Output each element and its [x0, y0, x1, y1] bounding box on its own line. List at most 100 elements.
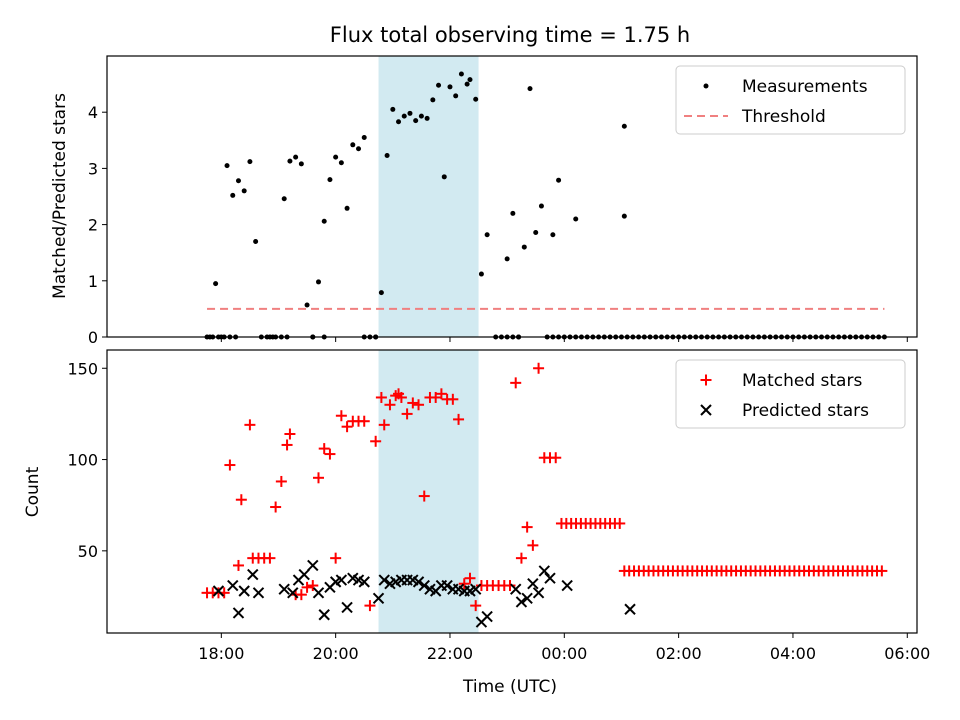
measurement-point	[333, 154, 339, 160]
predicted-star-point	[412, 576, 425, 588]
predicted-star-point	[312, 587, 325, 599]
measurement-point	[247, 159, 253, 165]
matched-star-point	[232, 559, 244, 571]
cross-stroke	[407, 574, 419, 586]
y-tick-label: 2	[88, 216, 98, 235]
cross-stroke	[278, 583, 290, 595]
predicted-star-point	[278, 583, 290, 595]
cross-stroke	[469, 583, 482, 595]
y-tick-label: 100	[67, 451, 98, 470]
predicted-star-point	[238, 585, 250, 597]
matched-star-point	[550, 452, 562, 464]
predicted-star-point	[341, 601, 353, 614]
measurement-point	[436, 82, 442, 88]
measurement-point	[521, 244, 527, 250]
matched-star-point	[330, 552, 342, 564]
measurement-point	[430, 97, 436, 103]
legend-box	[675, 359, 906, 429]
matched-star-point	[435, 388, 447, 400]
measurement-point	[356, 146, 362, 152]
predicted-star-point	[247, 568, 259, 581]
measurement-point	[533, 229, 539, 235]
measurement-point	[478, 271, 484, 277]
matched-star-point	[270, 501, 282, 513]
matched-star-point	[384, 399, 396, 411]
legend-dot-marker	[703, 83, 709, 89]
legend-label: Threshold	[741, 107, 826, 127]
cross-stroke	[298, 568, 310, 581]
matched-star-point	[313, 472, 325, 484]
cross-stroke	[232, 607, 245, 619]
cross-stroke	[287, 587, 299, 599]
cross-stroke	[532, 587, 545, 599]
matched-star-point	[413, 399, 425, 411]
matched-star-point	[335, 410, 347, 422]
predicted-star-point	[335, 574, 348, 586]
cross-stroke	[335, 574, 348, 586]
cross-stroke	[227, 579, 239, 592]
x-tick-label: 22:00	[427, 644, 473, 663]
x-tick-label: 00:00	[541, 644, 587, 663]
matched-star-point	[614, 517, 626, 529]
cross-stroke	[510, 583, 522, 595]
measurement-point	[504, 256, 510, 262]
measurement-point	[321, 218, 327, 224]
legend-label: Matched stars	[742, 371, 862, 391]
predicted-star-point	[515, 596, 528, 608]
predicted-star-point	[307, 559, 319, 572]
cross-stroke	[341, 601, 353, 614]
cross-stroke	[515, 596, 528, 608]
y-tick-label: 3	[88, 159, 98, 178]
predicted-star-point	[521, 592, 533, 605]
cross-stroke	[312, 587, 325, 599]
predicted-star-point	[527, 577, 539, 590]
y-tick-label: 150	[67, 359, 98, 378]
matched-star-point	[244, 419, 256, 431]
predicted-star-point	[287, 587, 299, 599]
predicted-star-point	[212, 585, 225, 597]
measurement-point	[441, 174, 447, 180]
x-tick-label: 18:00	[198, 644, 244, 663]
matched-star-point	[264, 552, 276, 564]
measurement-point	[213, 281, 219, 287]
predicted-star-point	[418, 579, 430, 592]
measurement-point	[458, 71, 464, 77]
matched-star-point	[453, 413, 465, 425]
matched-star-point	[510, 377, 522, 389]
cross-stroke	[521, 592, 533, 605]
x-tick-label: 20:00	[313, 644, 359, 663]
cross-stroke	[212, 585, 225, 597]
x-axis-label: Time (UTC)	[462, 677, 557, 697]
bottom-legend: Matched stars Predicted stars	[675, 359, 906, 429]
predicted-star-point	[298, 568, 310, 581]
legend-box	[675, 65, 906, 135]
measurement-point	[281, 196, 287, 202]
measurement-point	[510, 210, 516, 216]
measurement-point	[304, 302, 310, 308]
matched-star-point	[235, 494, 247, 506]
measurement-point	[384, 152, 390, 158]
cross-stroke	[318, 609, 330, 621]
bottom-axes-frame	[106, 349, 918, 634]
cross-stroke	[372, 592, 385, 605]
measurement-point	[467, 77, 473, 83]
measurement-point	[293, 154, 299, 160]
matched-star-point	[301, 581, 313, 593]
cross-stroke	[252, 587, 265, 599]
measurement-point	[230, 192, 236, 198]
measurement-point	[253, 238, 259, 244]
cross-stroke	[347, 572, 359, 584]
measurement-point	[550, 232, 556, 238]
measurement-point	[473, 96, 479, 102]
matched-star-point	[395, 391, 407, 403]
matched-star-point	[324, 448, 336, 460]
cross-stroke	[247, 568, 259, 581]
measurement-point	[424, 115, 430, 121]
predicted-star-point	[544, 572, 556, 584]
matched-star-point	[275, 475, 287, 487]
matched-star-point	[504, 580, 516, 592]
measurement-point	[407, 110, 413, 116]
predicted-star-point	[510, 583, 522, 595]
bottom-y-axis-label: Count	[23, 466, 43, 517]
